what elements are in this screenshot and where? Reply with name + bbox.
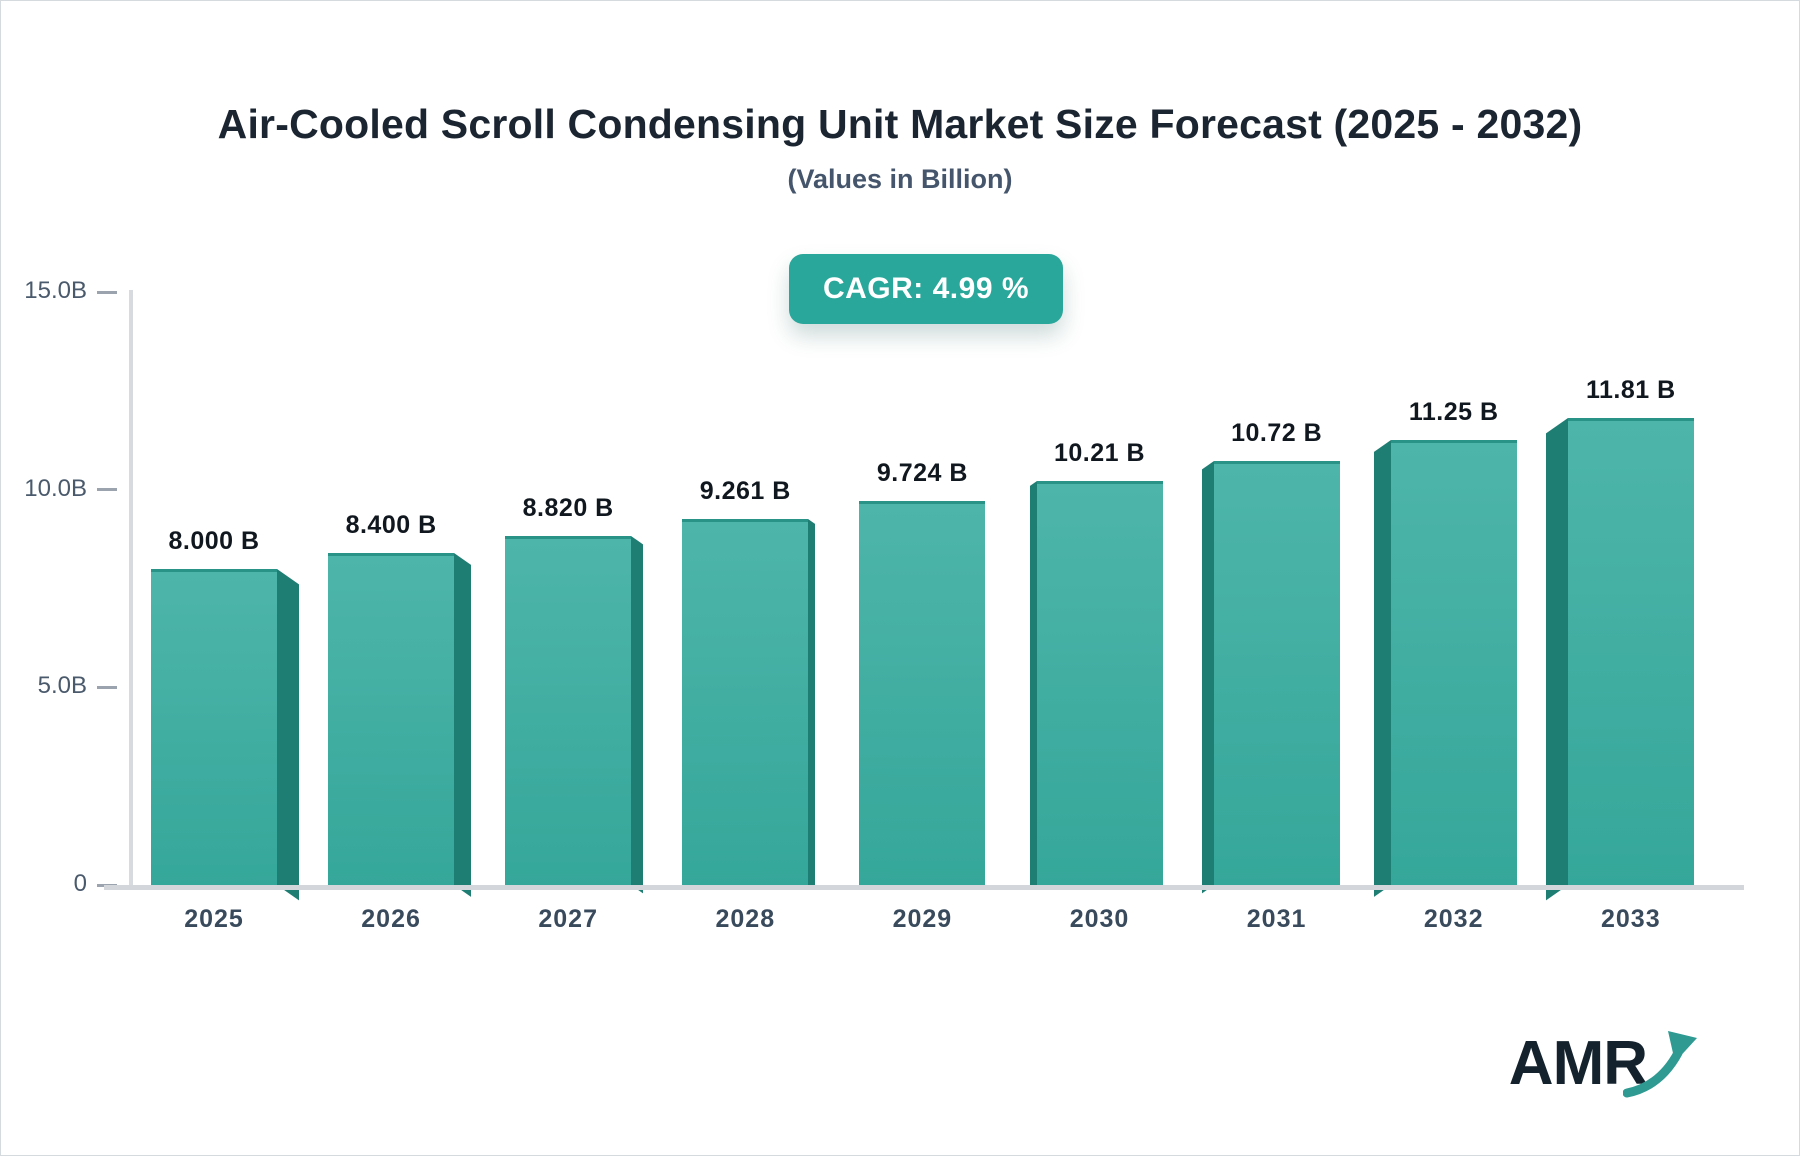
cagr-badge-label: CAGR: 4.99 % [822,272,1030,305]
bar-3d-side [1545,418,1568,901]
x-axis-label: 2032 [1423,905,1484,933]
bar-3d-side [277,568,299,901]
x-axis-label: 2028 [715,905,776,933]
bar-value-label: 9.724 B [876,458,968,487]
bar-value-label: 10.72 B [1231,419,1323,448]
x-axis-label: 2031 [1246,905,1307,933]
bar-value-label: 8.000 B [168,526,260,555]
chart-subtitle: (Values in Billion) [787,164,1013,194]
bar-value-label: 8.820 B [522,494,614,523]
bar-3d-side [1373,440,1391,897]
amr-logo: AMR [1508,1029,1699,1099]
bar [328,552,455,885]
chart-title: Air-Cooled Scroll Condensing Unit Market… [217,101,1583,147]
bar-3d-side [1201,461,1214,894]
bar-3d-side [1029,481,1037,890]
y-axis-line [129,290,133,887]
bar [1390,440,1517,885]
bar [1567,418,1694,885]
y-axis-tick-label: 15.0B [24,277,87,305]
y-axis-tick-label: 5.0B [37,672,87,700]
y-axis-tick-label: 0 [73,870,87,897]
bar-3d-side [631,536,644,894]
bar [151,568,277,885]
x-axis-label: 2029 [892,905,953,933]
x-axis-line [104,885,1744,890]
bar [1036,481,1163,885]
y-axis-tick-mark [97,685,117,689]
x-axis-label: 2025 [184,905,244,933]
bar-value-label: 10.21 B [1053,439,1146,468]
cagr-badge: CAGR: 4.99 % [789,254,1063,324]
x-axis-label: 2027 [538,905,598,933]
bar-value-label: 11.25 B [1408,398,1499,427]
bar [682,518,809,885]
bar-3d-side [454,552,472,897]
bar [859,500,986,885]
bar [1213,461,1340,885]
growth-arrow-icon [1623,1031,1697,1098]
y-axis-tick-mark [97,488,117,492]
bar [505,536,632,885]
x-axis-label: 2033 [1600,905,1661,933]
bar-3d-side [808,518,816,890]
x-axis-label: 2026 [361,905,421,933]
amr-logo-text: AMR [1508,1029,1648,1098]
bar-value-label: 9.261 B [699,476,791,505]
x-axis-label: 2030 [1069,905,1130,933]
bar-value-label: 11.81 B [1585,376,1676,405]
y-axis-tick-mark [97,290,117,294]
y-axis-tick-label: 10.0B [24,474,87,502]
bar-value-label: 8.400 B [345,510,437,539]
